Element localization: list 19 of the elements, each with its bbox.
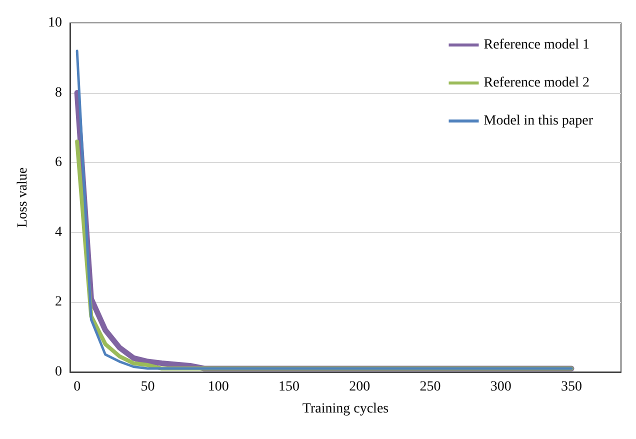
y-tick-label: 4 — [55, 224, 62, 240]
y-tick-label: 8 — [55, 85, 62, 100]
y-tick-label: 2 — [55, 294, 62, 310]
x-tick-label: 150 — [278, 380, 300, 394]
x-tick-label: 0 — [74, 380, 81, 394]
x-tick-label: 200 — [349, 380, 370, 394]
legend-label: Reference model 2 — [484, 76, 590, 90]
y-tick-label: 10 — [48, 16, 62, 30]
y-axis-title: Loss value — [16, 167, 30, 228]
x-tick-label: 100 — [208, 380, 229, 394]
legend-label: Model in this paper — [484, 114, 594, 128]
x-axis-title: Training cycles — [302, 402, 389, 416]
x-tick-label: 350 — [561, 380, 582, 394]
legend-label: Reference model 1 — [484, 38, 590, 52]
x-tick-label: 300 — [490, 380, 512, 394]
x-tick-label: 250 — [420, 380, 441, 394]
x-tick-label: 50 — [140, 380, 155, 394]
y-tick-label: 0 — [55, 364, 62, 380]
y-tick-label: 6 — [55, 155, 62, 170]
